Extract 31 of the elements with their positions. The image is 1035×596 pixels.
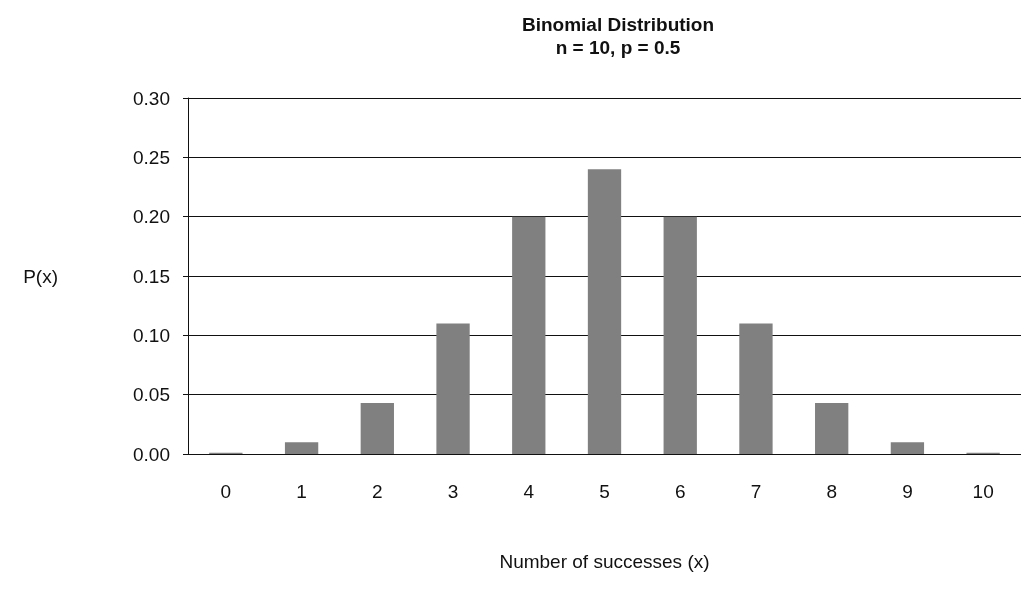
bar xyxy=(663,216,697,454)
y-tick-label: 0.05 xyxy=(133,384,170,406)
y-tick-label: 0.20 xyxy=(133,206,170,228)
x-tick-label: 3 xyxy=(447,481,459,502)
chart-title: Binomial Distribution xyxy=(521,14,715,35)
x-tick-label: 5 xyxy=(599,481,610,502)
x-tick-label: 9 xyxy=(902,481,913,502)
bar xyxy=(890,442,925,454)
y-tick-label: 0.10 xyxy=(133,324,170,346)
x-tick-label: 1 xyxy=(296,481,307,502)
x-tick-label: 8 xyxy=(826,481,837,502)
y-tick-label: 0.30 xyxy=(133,87,170,109)
x-tick-label: 6 xyxy=(674,481,686,502)
bar xyxy=(815,402,849,454)
chart-subtitle: n = 10, p = 0.5 xyxy=(555,37,681,58)
x-axis-title: Number of successes (x) xyxy=(499,551,710,572)
y-tick-label: 0.25 xyxy=(133,146,170,168)
x-tick-label: 10 xyxy=(972,481,994,502)
bar xyxy=(284,442,319,454)
bar xyxy=(436,323,470,454)
y-tick-label: 0.15 xyxy=(133,265,170,287)
bar xyxy=(739,323,773,454)
y-axis-title: P(x) xyxy=(23,265,58,287)
y-tick-label: 0.00 xyxy=(133,443,170,465)
bar xyxy=(360,402,394,454)
bar xyxy=(587,169,622,454)
x-tick-label: 2 xyxy=(372,481,383,502)
x-tick-label: 4 xyxy=(523,481,535,502)
bar xyxy=(512,216,546,454)
x-tick-label: 7 xyxy=(750,481,762,502)
x-tick-label: 0 xyxy=(220,481,232,502)
